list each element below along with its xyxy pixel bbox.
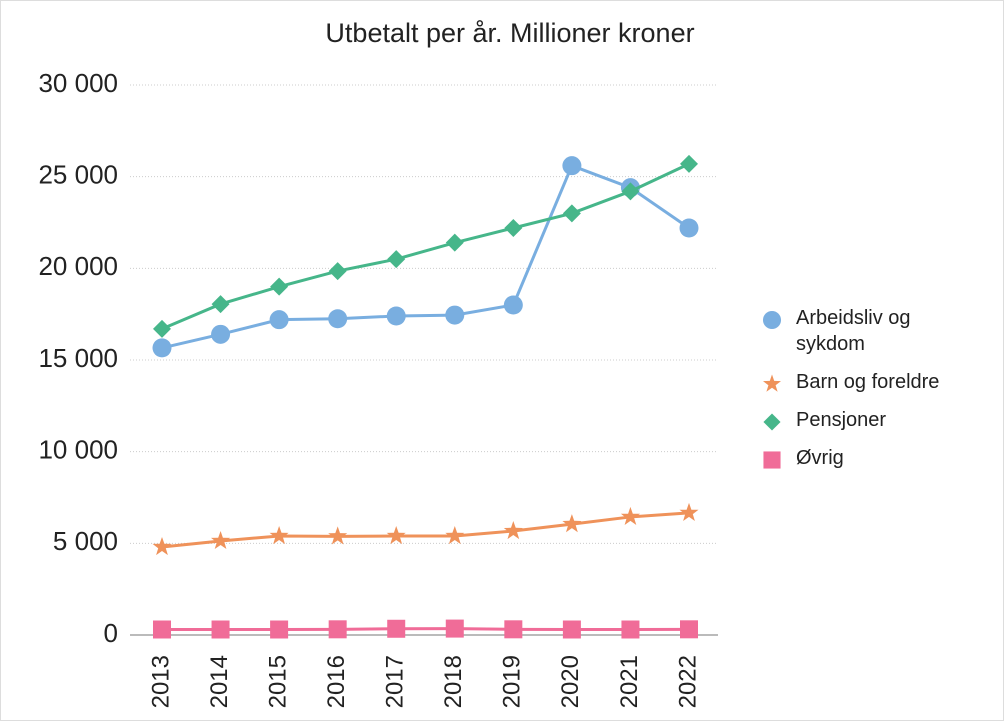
marker xyxy=(386,526,406,545)
marker xyxy=(328,526,348,545)
marker xyxy=(503,295,523,315)
marker xyxy=(445,305,465,325)
legend-item: Pensjoner xyxy=(760,407,971,433)
marker xyxy=(269,526,289,545)
legend-icon xyxy=(763,451,781,469)
marker xyxy=(621,182,640,201)
x-tick-label: 2013 xyxy=(147,655,174,708)
marker xyxy=(504,620,523,639)
marker xyxy=(152,338,172,358)
marker xyxy=(504,219,523,237)
chart-title: Utbetalt per år. Millioner kroner xyxy=(325,18,694,48)
marker xyxy=(763,451,781,469)
marker xyxy=(445,619,464,638)
marker xyxy=(680,620,698,639)
marker xyxy=(211,620,230,639)
marker xyxy=(153,620,171,639)
x-tick-label: 2014 xyxy=(206,655,233,708)
legend-label: Øvrig xyxy=(796,447,844,469)
marker xyxy=(680,154,698,173)
x-tick-label: 2018 xyxy=(440,655,467,708)
x-tick-label: 2015 xyxy=(264,655,291,708)
legend-label: Pensjoner xyxy=(796,409,887,431)
marker xyxy=(679,218,699,238)
x-tick-label: 2021 xyxy=(616,655,643,708)
y-tick-label: 25 000 xyxy=(38,160,118,190)
x-tick-label: 2022 xyxy=(674,655,701,708)
marker xyxy=(211,324,231,344)
marker xyxy=(679,502,699,521)
marker xyxy=(270,277,289,296)
marker xyxy=(763,413,781,431)
marker xyxy=(445,233,464,252)
legend-item: Barn og foreldre xyxy=(760,369,971,395)
legend-item: Arbeidsliv og sykdom xyxy=(760,305,971,357)
series-line xyxy=(162,627,690,631)
marker xyxy=(153,319,171,338)
y-tick-label: 20 000 xyxy=(38,251,118,281)
x-tick-label: 2020 xyxy=(557,655,584,708)
x-tick-label: 2017 xyxy=(382,655,409,708)
series-line xyxy=(161,162,690,331)
y-tick-label: 30 000 xyxy=(38,68,118,98)
marker xyxy=(562,156,582,176)
marker xyxy=(387,250,406,269)
marker xyxy=(328,620,347,639)
legend: Arbeidsliv og sykdom Barn og foreldre Pens… xyxy=(760,305,990,483)
marker xyxy=(620,506,640,525)
marker xyxy=(562,514,582,533)
marker xyxy=(562,620,581,639)
marker xyxy=(328,262,347,281)
y-tick-label: 5 000 xyxy=(53,526,118,556)
marker xyxy=(445,526,465,545)
marker xyxy=(269,310,289,330)
marker xyxy=(152,537,172,556)
y-tick-label: 10 000 xyxy=(38,435,118,465)
marker xyxy=(562,204,581,223)
marker xyxy=(211,531,231,549)
marker xyxy=(386,306,406,326)
y-tick-label: 15 000 xyxy=(38,343,118,373)
legend-icon xyxy=(763,413,781,431)
marker xyxy=(762,310,782,330)
legend-label: Barn og foreldre xyxy=(796,371,940,393)
x-tick-label: 2019 xyxy=(499,655,526,708)
marker xyxy=(621,620,640,639)
marker xyxy=(387,619,406,638)
legend-icon xyxy=(762,310,782,330)
series-line xyxy=(161,511,690,549)
x-tick-label: 2016 xyxy=(323,655,350,708)
marker xyxy=(503,521,523,540)
marker xyxy=(328,309,348,329)
legend-item: Øvrig xyxy=(760,445,971,471)
legend-label: Arbeidsliv og sykdom xyxy=(796,307,911,355)
marker xyxy=(211,295,230,314)
series-line xyxy=(161,163,690,350)
marker xyxy=(763,374,781,392)
y-tick-label: 0 xyxy=(104,618,118,648)
marker xyxy=(270,620,289,639)
legend-icon xyxy=(763,374,781,392)
